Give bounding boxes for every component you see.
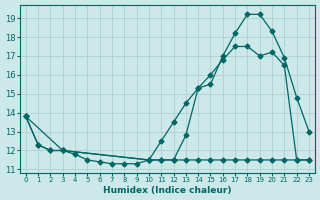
X-axis label: Humidex (Indice chaleur): Humidex (Indice chaleur) bbox=[103, 186, 232, 195]
